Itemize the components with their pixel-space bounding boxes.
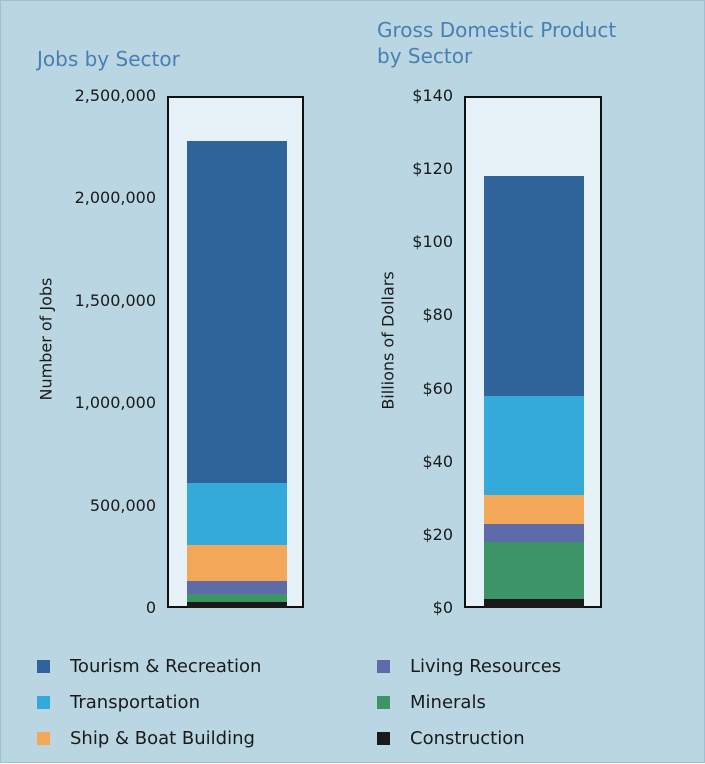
gdp-y-tick-label: $100	[412, 232, 453, 252]
legend-label-living-resources: Living Resources	[410, 655, 562, 677]
jobs-bar-segment-ship-boat-building	[187, 544, 287, 582]
jobs-y-tick-label: 0	[145, 598, 156, 617]
jobs-y-tick-label: 2,500,000	[74, 86, 156, 105]
gdp-y-tick-label: $20	[422, 524, 453, 544]
legend-item-living-resources: Living Resources	[377, 655, 561, 677]
legend-label-minerals: Minerals	[410, 691, 486, 713]
jobs-bar-segment-tourism-recreation	[187, 141, 287, 484]
jobs-bar-segment-minerals	[187, 593, 287, 602]
legend-label-construction: Construction	[410, 727, 525, 749]
legend-label-transportation: Transportation	[70, 691, 200, 713]
legend-item-ship-boat-building: Ship & Boat Building	[37, 727, 255, 749]
jobs-bar-segment-living-resources	[187, 581, 287, 594]
gdp-y-tick-label: $40	[422, 451, 453, 471]
jobs-bar-segment-transportation	[187, 483, 287, 545]
chart-title-jobs: Jobs by Sector	[37, 47, 180, 71]
gdp-bar-segment-minerals	[484, 542, 584, 599]
legend-item-tourism: Tourism & Recreation	[37, 655, 261, 677]
jobs-y-tick-label: 1,000,000	[74, 393, 156, 413]
gdp-y-tick-label: $80	[422, 305, 453, 325]
legend-swatch-minerals	[377, 695, 390, 709]
jobs-y-tick-label: 500,000	[89, 495, 156, 515]
gdp-y-tick-label: $140	[412, 86, 453, 105]
gdp-y-tick-label: $60	[422, 378, 453, 398]
legend-item-minerals: Minerals	[377, 691, 486, 713]
gdp-bar-segment-transportation	[484, 395, 584, 495]
legend-swatch-tourism	[37, 659, 50, 673]
legend-label-ship-boat-building: Ship & Boat Building	[70, 727, 255, 749]
legend-swatch-ship-boat-building	[37, 731, 50, 745]
legend-swatch-transportation	[37, 695, 50, 709]
jobs-y-tick-label: 2,000,000	[74, 188, 156, 208]
legend-item-construction: Construction	[377, 727, 525, 749]
gdp-y-tick-label: $120	[412, 159, 453, 179]
jobs-bar-segment-construction	[187, 601, 287, 608]
gdp-y-tick-label: $0	[432, 598, 453, 617]
chart-title-gdp: Gross Domestic Product by Sector	[377, 18, 617, 68]
gdp-bar-segment-tourism-recreation	[484, 176, 584, 396]
gdp-bar-segment-ship-boat-building	[484, 494, 584, 524]
legend-swatch-living-resources	[377, 659, 390, 673]
legend-label-tourism: Tourism & Recreation	[70, 655, 262, 677]
legend-swatch-construction	[377, 731, 390, 745]
gdp-bar-segment-living-resources	[484, 523, 584, 543]
jobs-y-tick-label: 1,500,000	[74, 290, 156, 310]
gdp-bar-segment-construction	[484, 598, 584, 608]
legend-item-transportation: Transportation	[37, 691, 200, 713]
